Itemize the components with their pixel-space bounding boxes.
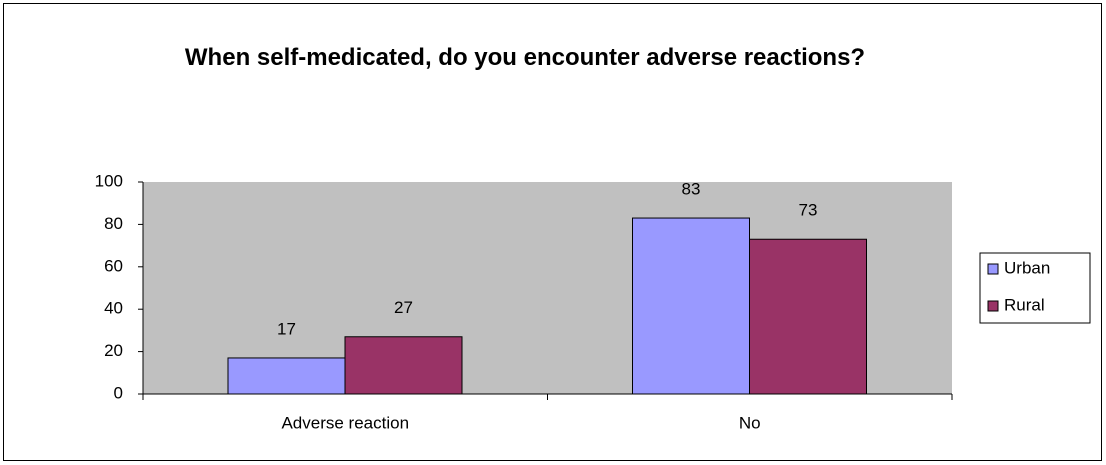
legend-swatch [987, 263, 999, 275]
y-tick-label: 0 [114, 383, 123, 402]
chart-title: When self-medicated, do you encounter ad… [184, 44, 866, 71]
data-label: 83 [682, 180, 701, 199]
data-label: 27 [394, 298, 413, 317]
data-label: 17 [277, 319, 296, 338]
x-tick-label: No [739, 413, 761, 432]
y-tick-label: 20 [104, 341, 123, 360]
legend-label: Urban [1004, 258, 1050, 277]
y-tick-label: 100 [95, 171, 123, 190]
y-tick-label: 40 [104, 299, 123, 318]
x-tick-label: Adverse reaction [281, 413, 409, 432]
legend-label: Rural [1004, 295, 1045, 314]
bar [227, 357, 346, 395]
y-tick-label: 60 [104, 256, 123, 275]
data-label: 73 [799, 201, 818, 220]
bar [344, 336, 463, 395]
y-tick-label: 80 [104, 214, 123, 233]
legend-swatch [987, 300, 999, 312]
bar [632, 217, 750, 395]
bar [749, 238, 867, 395]
